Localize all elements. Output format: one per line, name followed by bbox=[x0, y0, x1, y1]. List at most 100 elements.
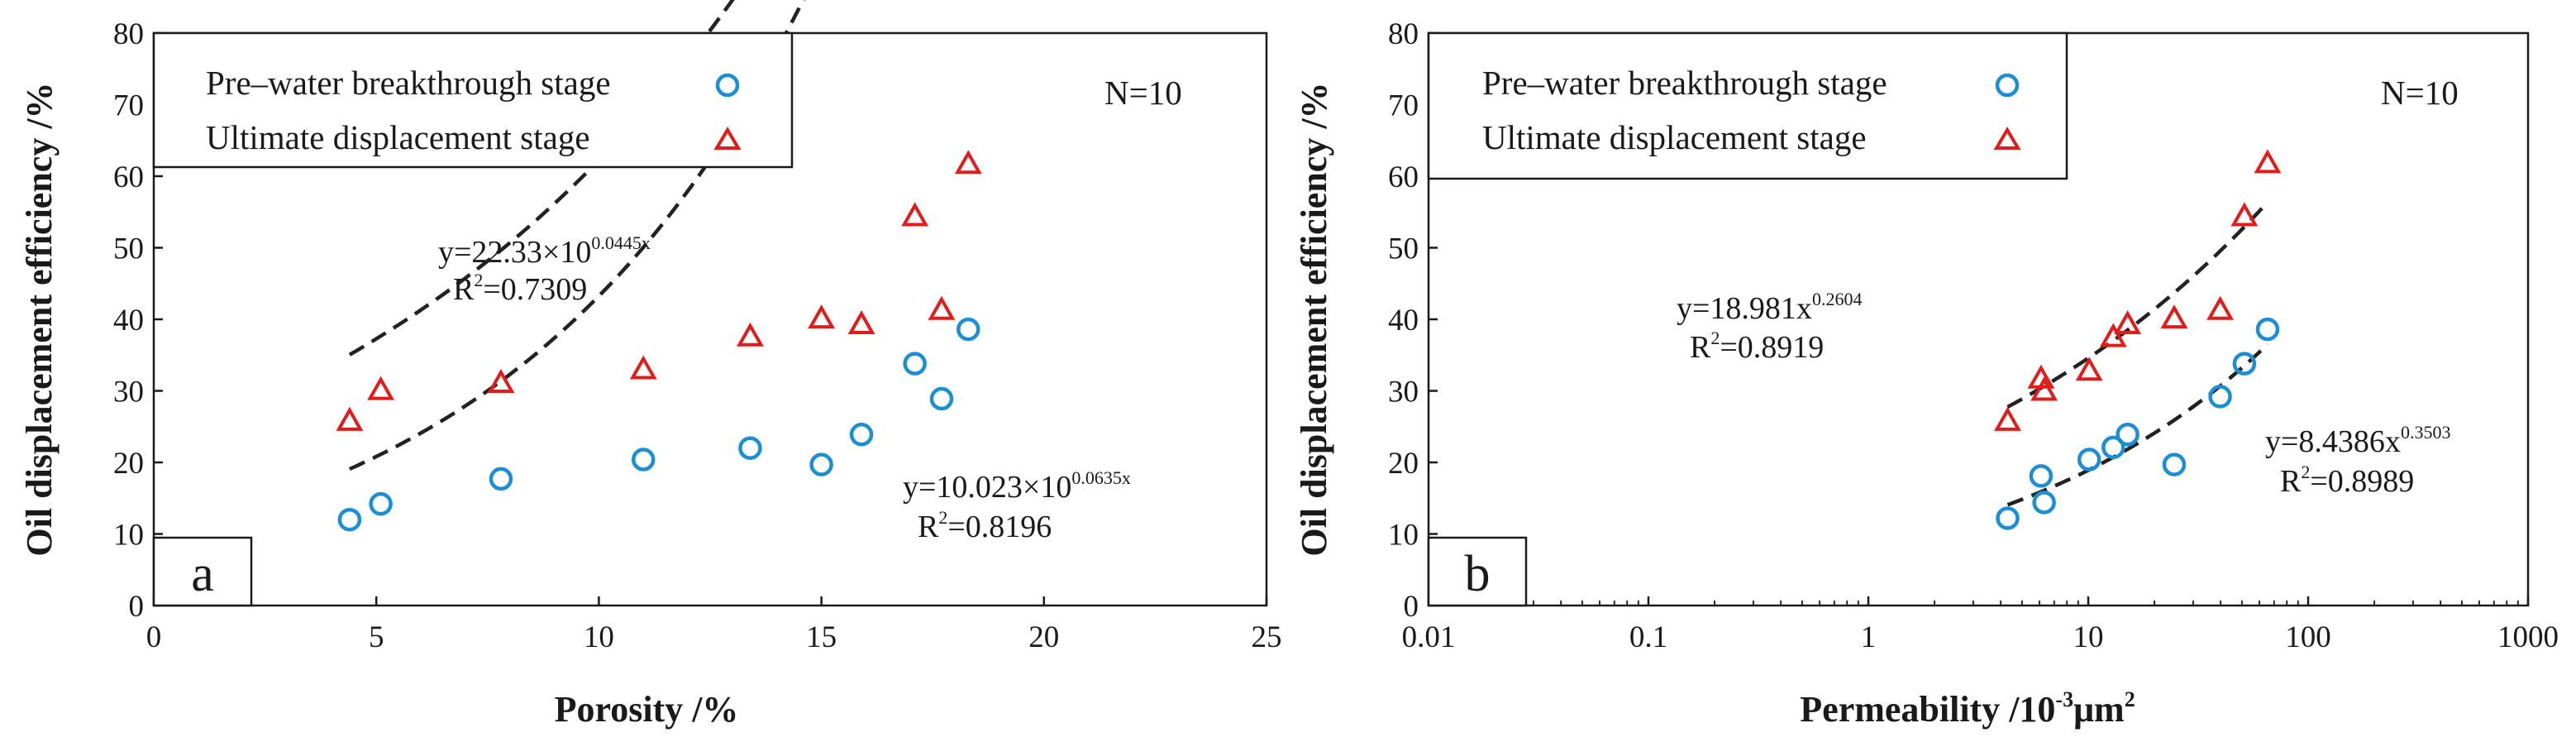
data-point-pre-water bbox=[2029, 464, 2054, 488]
data-point-pre-water bbox=[631, 448, 656, 472]
fit-equation-pre: y=10.023×100.0635x bbox=[903, 467, 1131, 505]
x-axis-ticks: 0 5 10 15 20 25 bbox=[146, 596, 1282, 654]
sample-count: N=10 bbox=[1104, 74, 1182, 112]
x-tick-label: 100 bbox=[2285, 620, 2331, 654]
panel-a: 0 10 20 30 40 50 60 70 80 0 5 10 15 20 25 Oil displac… bbox=[19, 0, 1282, 730]
y-tick-label: 30 bbox=[113, 376, 144, 409]
data-point-pre-water bbox=[738, 436, 762, 460]
data-points bbox=[336, 150, 982, 532]
data-point-ultimate bbox=[2099, 323, 2127, 347]
trend-line bbox=[348, 0, 806, 472]
data-points bbox=[1994, 149, 2282, 530]
data-point-pre-water bbox=[489, 467, 513, 491]
data-point-ultimate bbox=[367, 376, 395, 400]
y-tick-label: 80 bbox=[1388, 17, 1419, 51]
x-tick-label: 25 bbox=[1252, 620, 1282, 654]
data-point-pre-water bbox=[2255, 317, 2280, 342]
fit-equation-pre: y=8.4386x0.3503 bbox=[2265, 422, 2450, 459]
y-axis-title: Oil displacement efficiency /% bbox=[19, 82, 60, 556]
data-point-pre-water bbox=[2116, 423, 2140, 447]
data-point-ultimate bbox=[954, 150, 982, 175]
y-tick-label: 60 bbox=[113, 160, 144, 194]
x-axis-ticks: 0.01 0.1 1 10 100 1000 bbox=[1402, 596, 2559, 654]
data-point-ultimate bbox=[1994, 406, 2021, 431]
y-tick-label: 50 bbox=[113, 232, 144, 266]
data-point-pre-water bbox=[1996, 506, 2020, 530]
trend-lines bbox=[348, 0, 806, 472]
data-point-ultimate bbox=[487, 368, 515, 393]
panel-label-box bbox=[1427, 536, 1528, 607]
legend-marker-ult bbox=[1993, 127, 2021, 150]
fit-r2-pre: R2=0.8196 bbox=[918, 507, 1052, 544]
y-tick-label: 70 bbox=[113, 89, 144, 123]
fit-r2-ultimate: R2=0.8919 bbox=[1690, 328, 1824, 365]
x-axis-title: Porosity /% bbox=[555, 689, 739, 730]
data-point-ultimate bbox=[2206, 295, 2234, 320]
data-point-ultimate bbox=[2230, 202, 2259, 227]
legend-label-ult: Ultimate displacement stage bbox=[206, 118, 590, 156]
fit-equation-ultimate: y=18.981x0.2604 bbox=[1677, 289, 1862, 326]
legend-label-pre: Pre–water breakthrough stage bbox=[206, 64, 611, 102]
y-tick-label: 20 bbox=[1388, 447, 1419, 481]
data-point-pre-water bbox=[903, 352, 927, 376]
data-point-ultimate bbox=[737, 322, 764, 347]
y-tick-label: 60 bbox=[1388, 160, 1419, 194]
y-tick-label: 40 bbox=[113, 304, 144, 337]
data-point-pre-water bbox=[2208, 385, 2232, 409]
data-point-ultimate bbox=[928, 295, 956, 320]
x-tick-label: 10 bbox=[584, 620, 614, 654]
data-point-pre-water bbox=[2101, 435, 2125, 460]
data-point-ultimate bbox=[629, 355, 657, 380]
y-tick-label: 80 bbox=[113, 17, 144, 51]
data-point-pre-water bbox=[2162, 452, 2187, 476]
y-axis-ticks: 0 10 20 30 40 50 60 70 80 bbox=[113, 17, 163, 624]
data-point-ultimate bbox=[2030, 376, 2058, 401]
x-tick-label: 5 bbox=[369, 620, 384, 654]
y-tick-label: 0 bbox=[1404, 590, 1419, 624]
sample-count: N=10 bbox=[2381, 74, 2459, 112]
x-tick-label: 20 bbox=[1028, 620, 1059, 654]
data-point-ultimate bbox=[2160, 304, 2188, 329]
data-point-pre-water bbox=[2077, 448, 2101, 472]
y-tick-label: 0 bbox=[129, 590, 145, 624]
panel-label: b bbox=[1465, 546, 1491, 602]
data-point-ultimate bbox=[847, 309, 875, 335]
data-point-ultimate bbox=[336, 406, 364, 431]
trend-line bbox=[2006, 342, 2269, 507]
legend-marker-ult bbox=[713, 127, 742, 150]
trend-line bbox=[2006, 200, 2269, 409]
data-point-pre-water bbox=[2232, 352, 2257, 376]
data-point-pre-water bbox=[956, 317, 980, 342]
legend-marker-pre bbox=[715, 73, 740, 98]
x-tick-label: 10 bbox=[2073, 620, 2104, 654]
data-point-pre-water bbox=[849, 423, 874, 447]
data-point-pre-water bbox=[2032, 491, 2056, 515]
x-axis-title: Permeability /10-3μm2 bbox=[1800, 687, 2135, 730]
fit-equation-ultimate: y=22.33×100.0445x bbox=[438, 232, 651, 270]
data-point-pre-water bbox=[809, 452, 833, 476]
data-point-ultimate bbox=[2114, 309, 2142, 335]
fit-r2-pre: R2=0.8989 bbox=[2280, 462, 2414, 499]
data-point-pre-water bbox=[369, 491, 393, 516]
y-tick-label: 20 bbox=[113, 447, 144, 481]
data-point-pre-water bbox=[337, 507, 362, 532]
x-tick-label: 0 bbox=[146, 620, 162, 654]
y-axis-ticks: 0 10 20 30 40 50 60 70 80 bbox=[1388, 17, 1438, 624]
y-tick-label: 30 bbox=[1388, 376, 1419, 409]
panel-label-box bbox=[152, 536, 253, 607]
y-axis-title: Oil displacement efficiency /% bbox=[1294, 82, 1334, 556]
panel-label: a bbox=[191, 546, 214, 602]
legend-box bbox=[1427, 31, 2068, 180]
trend-lines bbox=[2006, 200, 2269, 507]
legend-label-ult: Ultimate displacement stage bbox=[1482, 118, 1867, 156]
x-tick-label: 1 bbox=[1861, 620, 1877, 654]
panel-b: 0 10 20 30 40 50 60 70 80 0.01 0.1 1 10 100 1000 Oil … bbox=[1294, 17, 2559, 730]
x-tick-label: 0.1 bbox=[1629, 620, 1667, 654]
data-point-ultimate bbox=[2254, 149, 2282, 174]
y-tick-label: 10 bbox=[1388, 519, 1419, 553]
x-tick-label: 0.01 bbox=[1402, 620, 1456, 654]
data-point-ultimate bbox=[901, 202, 929, 227]
data-point-ultimate bbox=[2075, 357, 2103, 381]
y-tick-label: 70 bbox=[1388, 89, 1419, 123]
